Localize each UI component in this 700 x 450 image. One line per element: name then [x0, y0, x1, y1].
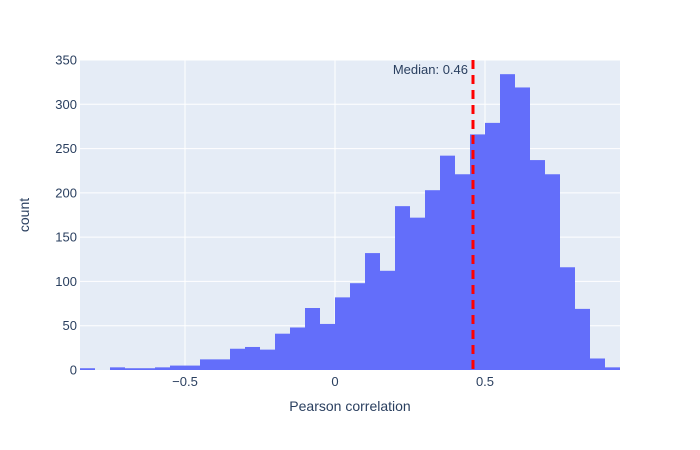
y-tick-label: 350 — [55, 53, 77, 68]
histogram-bar — [275, 333, 290, 370]
median-marker: Median: 0.46 — [393, 60, 475, 370]
histogram-bar — [245, 346, 260, 370]
histogram-bar — [80, 368, 95, 370]
histogram-bar — [365, 253, 380, 370]
histogram-bar — [410, 217, 425, 370]
x-tick-label: 0 — [331, 374, 338, 389]
histogram-bar — [425, 190, 440, 370]
histogram-bar — [200, 359, 215, 370]
histogram-bar — [530, 160, 545, 370]
histogram-bar — [560, 267, 575, 370]
x-tick-label: 0.5 — [476, 374, 494, 389]
histogram-bar — [500, 74, 515, 371]
x-tick-label: −0.5 — [172, 374, 198, 389]
y-tick-label: 0 — [70, 363, 77, 378]
histogram-bar — [545, 174, 560, 370]
histogram-bar — [140, 368, 155, 370]
bars — [80, 74, 620, 371]
histogram-bar — [320, 323, 335, 370]
histogram-bar — [605, 367, 620, 370]
y-axis-ticks: 0 50 100 150 200 250 300 350 — [55, 53, 77, 378]
y-tick-label: 200 — [55, 185, 77, 200]
histogram-bar — [155, 367, 170, 370]
histogram-bar — [215, 359, 230, 370]
histogram-bar — [185, 365, 200, 370]
y-axis-title: count — [16, 198, 32, 232]
y-tick-label: 250 — [55, 141, 77, 156]
histogram-bar — [485, 122, 500, 370]
y-tick-label: 50 — [63, 318, 77, 333]
histogram-bar — [110, 367, 125, 370]
histogram-bar — [575, 308, 590, 370]
histogram-bar — [335, 297, 350, 370]
histogram-bar — [305, 308, 320, 370]
histogram-bar — [455, 174, 470, 370]
histogram-bar — [125, 368, 140, 370]
median-annotation: Median: 0.46 — [393, 62, 468, 77]
histogram-bar — [515, 87, 530, 370]
y-tick-label: 150 — [55, 230, 77, 245]
histogram-bar — [380, 270, 395, 370]
histogram-bar — [290, 327, 305, 370]
y-tick-label: 300 — [55, 97, 77, 112]
histogram-bar — [440, 155, 455, 370]
histogram-bar — [395, 206, 410, 370]
histogram-bar — [260, 349, 275, 370]
histogram-bar — [230, 348, 245, 370]
x-axis-ticks: −0.5 0 0.5 — [172, 374, 494, 389]
histogram-bar — [590, 358, 605, 370]
histogram-bar — [170, 365, 185, 370]
histogram-bar — [470, 134, 485, 370]
x-axis-title: Pearson correlation — [289, 398, 410, 414]
y-tick-label: 100 — [55, 274, 77, 289]
histogram-bar — [350, 283, 365, 370]
